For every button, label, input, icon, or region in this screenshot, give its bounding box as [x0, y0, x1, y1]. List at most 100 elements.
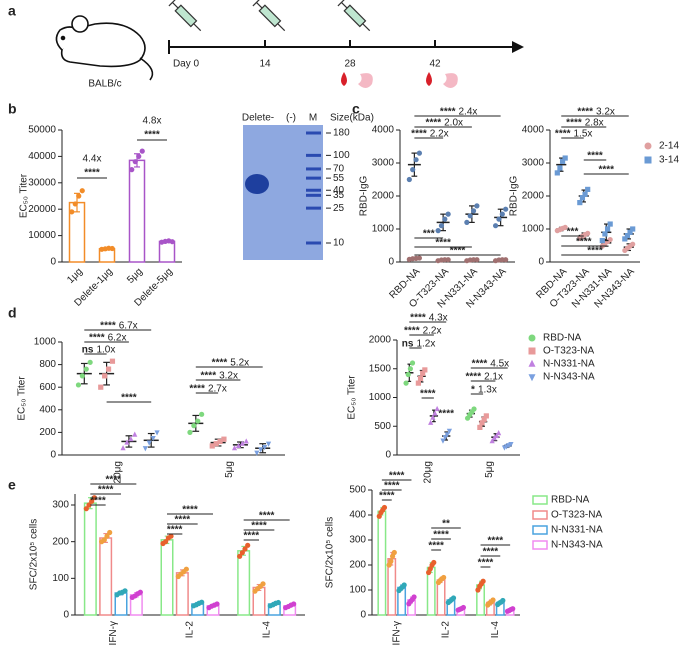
- data-point: [557, 165, 563, 171]
- fold-change: 2.2x: [423, 326, 442, 337]
- y-axis-label: RBD-IgG: [509, 175, 520, 216]
- data-point: [559, 158, 566, 164]
- data-point: [562, 224, 568, 230]
- data-point: [124, 439, 130, 445]
- data-point: [86, 502, 92, 508]
- data-point: [445, 211, 451, 217]
- data-point: [199, 599, 205, 605]
- ladder-band: [306, 188, 321, 192]
- y-tick-label: 100: [52, 573, 69, 584]
- sig-stars: ****: [420, 389, 436, 400]
- y-tick-label: 40000: [28, 151, 56, 162]
- sig-stars: ***: [567, 227, 579, 238]
- data-point: [98, 384, 104, 390]
- data-point: [260, 581, 266, 587]
- data-point: [624, 233, 631, 239]
- sig-stars: ****: [411, 129, 427, 140]
- data-point: [480, 578, 486, 584]
- data-point: [554, 170, 560, 176]
- sig-stars: ****: [384, 481, 400, 492]
- data-point: [432, 410, 438, 416]
- data-point: [275, 599, 281, 606]
- data-point: [417, 375, 424, 382]
- data-point: [401, 582, 407, 588]
- legend-label: 2-14: [659, 141, 679, 152]
- sig-stars: ****: [175, 515, 191, 526]
- ladder-band: [306, 131, 321, 135]
- timeline-ticks: [168, 40, 436, 54]
- data-point: [420, 370, 426, 376]
- x-tick-label: 5μg: [224, 461, 235, 478]
- data-point: [136, 153, 142, 159]
- data-point: [221, 436, 227, 442]
- sig-stars: *: [471, 385, 475, 396]
- legend-label: N-N331-NA: [543, 359, 595, 370]
- data-point: [410, 167, 416, 173]
- ladder-band: [306, 176, 321, 180]
- data-point: [239, 550, 245, 556]
- timeline-label: Day 0: [173, 59, 200, 70]
- y-tick-label: 0: [538, 257, 544, 268]
- bar: [128, 159, 146, 263]
- ladder-label: 40: [333, 185, 345, 196]
- data-point: [150, 435, 156, 442]
- sig-stars: ****: [389, 471, 405, 482]
- y-tick-label: 400: [39, 404, 56, 415]
- y-tick-label: 800: [39, 359, 56, 370]
- data-point: [630, 241, 636, 247]
- mouse: [55, 15, 154, 81]
- data-point: [83, 506, 89, 512]
- data-point: [493, 432, 500, 439]
- data-point: [416, 255, 423, 261]
- sig-stars: ****: [144, 130, 160, 141]
- ladder-label: 35: [333, 190, 345, 201]
- legend-marker: [528, 347, 536, 355]
- data-point: [508, 441, 514, 448]
- sig-stars: ****: [472, 359, 488, 370]
- data-point: [163, 539, 169, 545]
- legend-label: O-T323-NA: [551, 510, 602, 521]
- sig-stars: ***: [423, 229, 435, 240]
- data-point: [496, 216, 502, 222]
- blood-drop: [341, 72, 347, 86]
- fold-change: 2.4x: [459, 107, 478, 118]
- data-point: [582, 191, 588, 197]
- data-point: [435, 228, 441, 234]
- y-tick-label: 2000: [372, 191, 395, 202]
- gel-size-label: Size(kDa): [330, 113, 374, 124]
- x-tick-label: 20μg: [422, 461, 433, 483]
- data-point: [562, 155, 568, 161]
- data-point: [422, 367, 428, 373]
- y-tick-label: 500: [374, 421, 391, 432]
- sig-stars: ****: [555, 129, 571, 140]
- sig-stars: ****: [576, 237, 592, 248]
- data-point: [474, 257, 480, 263]
- y-axis-label: EC₅₀ Titer: [17, 376, 28, 421]
- sig-stars: ns: [402, 339, 414, 350]
- fold-change: 2.2x: [430, 129, 449, 140]
- data-point: [388, 558, 394, 564]
- data-point: [214, 601, 220, 607]
- data-point: [428, 419, 434, 425]
- y-tick-label: 3000: [372, 158, 395, 169]
- fold-change: 4.5x: [490, 359, 509, 370]
- data-point: [91, 495, 97, 501]
- y-tick-label: 500: [349, 485, 366, 496]
- ladder-label: 70: [333, 164, 345, 175]
- sig-stars: ****: [379, 491, 395, 502]
- data-point: [431, 559, 437, 566]
- sig-stars: ****: [89, 333, 105, 344]
- data-point: [416, 150, 423, 156]
- data-point: [239, 440, 245, 446]
- sig-stars: ****: [404, 326, 420, 337]
- y-tick-label: 3000: [522, 158, 545, 169]
- ladder-label: 55: [333, 173, 345, 184]
- y-axis-label: EC₅₀ Titer: [347, 375, 358, 420]
- data-point: [254, 450, 260, 456]
- y-tick-label: 0: [63, 610, 69, 621]
- data-point: [129, 167, 135, 173]
- legend-label: RBD-NA: [543, 333, 582, 344]
- bar: [99, 537, 113, 616]
- legend-marker: [528, 334, 536, 342]
- data-point: [479, 420, 485, 426]
